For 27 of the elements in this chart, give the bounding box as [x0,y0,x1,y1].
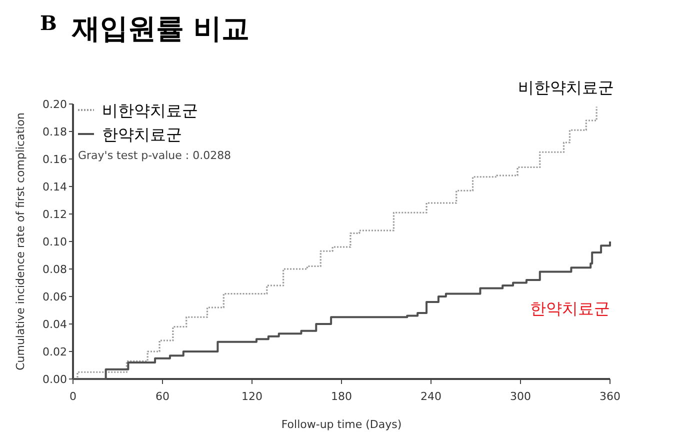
annotation: 한약치료군 [530,299,610,318]
y-axis-title: Cumulative incidence rate of first complication [14,112,27,370]
y-tick-label: 0.00 [42,373,67,386]
x-tick-label: 180 [331,390,352,403]
x-tick-label: 120 [242,390,262,403]
x-tick-label: 360 [600,390,620,403]
x-tick-label: 0 [70,390,76,403]
x-tick-label: 300 [510,390,531,403]
legend-label: 한약치료군 [102,125,182,144]
y-tick-label: 0.18 [42,126,67,138]
legend-label: 비한약치료군 [102,101,198,120]
annotation: Gray's test p-value : 0.0288 [78,149,232,162]
x-tick-label: 240 [420,390,442,403]
y-tick-label: 0.08 [42,263,67,276]
y-tick-label: 0.10 [42,236,67,248]
y-tick-label: 0.14 [42,180,67,194]
text: B [40,11,57,35]
x-tick-label: 60 [156,390,170,403]
y-tick-label: 0.16 [42,153,67,166]
chart-title: 재입원률 비교 [71,12,250,45]
y-tick-label: 0.04 [42,318,67,331]
text: 비한약치료군 [518,78,614,97]
y-tick-label: 0.12 [42,208,67,221]
y-tick-label: 0.20 [42,98,67,111]
y-tick-label: 0.06 [42,290,67,304]
x-axis-title: Follow-up time (Days) [281,418,402,431]
y-tick-label: 0.02 [42,346,67,358]
